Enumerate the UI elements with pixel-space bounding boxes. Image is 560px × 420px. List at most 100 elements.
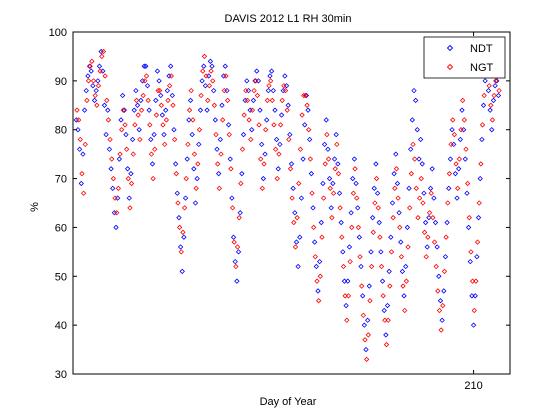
ndt-point: [267, 73, 273, 79]
ndt-point: [93, 87, 99, 94]
ngt-point: [176, 224, 183, 231]
ngt-point: [455, 185, 461, 192]
ngt-point: [407, 205, 413, 211]
ngt-point: [120, 107, 126, 113]
ngt-point: [286, 136, 292, 143]
ndt-point: [232, 258, 238, 265]
ngt-point: [110, 175, 117, 182]
ndt-point: [475, 214, 482, 221]
ndt-point: [313, 263, 319, 270]
ndt-point: [216, 171, 222, 177]
ndt-point: [194, 175, 200, 182]
ndt-point: [321, 141, 328, 148]
ndt-point: [257, 107, 263, 113]
ngt-point: [377, 234, 383, 240]
ngt-point: [203, 73, 209, 79]
ngt-point: [165, 97, 171, 104]
ngt-point: [423, 254, 429, 260]
ndt-point: [260, 175, 267, 182]
ndt-point: [288, 161, 295, 167]
y-axis-ticks: 30 40 50 60 70 80 90 100: [49, 27, 510, 381]
ndt-point: [305, 107, 311, 113]
ngt-point: [312, 254, 319, 260]
ndt-point: [265, 87, 271, 94]
ndt-point: [326, 175, 333, 182]
ngt-point: [463, 146, 469, 152]
ngt-point: [425, 234, 431, 240]
ndt-point: [153, 97, 159, 104]
ngt-point: [272, 146, 279, 152]
ngt-point: [306, 127, 312, 133]
ndt-point: [386, 268, 392, 275]
ngt-point: [87, 63, 93, 69]
ndt-point: [81, 107, 88, 113]
ndt-point: [212, 117, 219, 123]
ngt-point: [428, 190, 434, 196]
ndt-point: [441, 288, 447, 294]
ndt-point: [86, 63, 93, 69]
ndt-point: [110, 185, 116, 192]
ndt-point: [427, 185, 434, 192]
ngt-point: [345, 293, 352, 299]
ngt-point: [99, 53, 105, 60]
ngt-point: [264, 97, 270, 104]
legend-marker-ngt: [446, 63, 454, 71]
ngt-point: [115, 185, 122, 192]
ndt-point: [409, 117, 416, 123]
ngt-point: [223, 73, 229, 79]
ngt-point: [489, 117, 496, 123]
ngt-point: [317, 273, 323, 279]
ngt-point: [292, 244, 299, 250]
ndt-point: [393, 151, 399, 157]
ndt-point: [406, 185, 412, 192]
ndt-point: [396, 210, 402, 216]
ndt-point: [432, 219, 439, 226]
ndt-point: [378, 249, 384, 255]
ngt-point: [79, 171, 85, 177]
ndt-point: [364, 317, 371, 323]
ngt-point: [307, 156, 314, 162]
y-tick-label: 80: [55, 125, 67, 137]
ngt-point: [474, 239, 481, 245]
y-tick-label: 40: [55, 320, 67, 332]
ngt-point: [291, 219, 297, 226]
ngt-point: [236, 214, 242, 221]
ndt-point: [477, 175, 483, 182]
ngt-point: [167, 83, 173, 89]
ndt-point: [103, 131, 109, 138]
ngt-point: [170, 102, 176, 108]
ndt-point: [426, 214, 432, 221]
ngt-point: [105, 117, 112, 123]
ngt-point: [157, 87, 163, 94]
ndt-point: [204, 107, 210, 113]
ngt-point: [400, 283, 406, 289]
ngt-point: [198, 92, 204, 99]
ndt-point: [421, 190, 427, 196]
ngt-point: [405, 244, 411, 250]
ngt-point: [440, 302, 446, 309]
ndt-point: [119, 92, 126, 99]
ngt-point: [259, 185, 266, 192]
ndt-point: [320, 180, 326, 187]
ndt-point: [343, 302, 349, 309]
ngt-point: [282, 87, 289, 94]
ngt-point: [175, 200, 181, 206]
ngt-point: [210, 78, 216, 84]
ndt-point: [302, 122, 308, 128]
ndt-point: [298, 195, 305, 201]
ngt-point: [147, 122, 153, 128]
ndt-point: [191, 166, 197, 172]
ngt-point: [431, 239, 438, 245]
ngt-point: [360, 312, 367, 319]
ngt-point: [347, 258, 353, 265]
ngt-point: [92, 92, 98, 99]
ngt-point: [297, 146, 304, 152]
ndt-point: [201, 63, 207, 69]
ndt-point: [308, 171, 315, 177]
ndt-point: [316, 258, 323, 265]
y-tick-label: 100: [49, 27, 67, 39]
ngt-point: [335, 171, 342, 177]
ngt-point: [294, 214, 300, 221]
ndt-point: [113, 224, 119, 231]
ngt-point: [459, 97, 466, 104]
